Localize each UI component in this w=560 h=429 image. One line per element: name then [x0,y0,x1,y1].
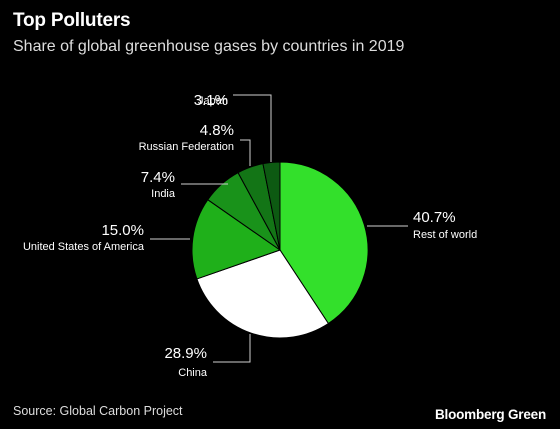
data-label-rest-of-world: 40.7% [413,209,456,226]
leader-line-russian-federation [240,139,251,166]
source-note: Source: Global Carbon Project [13,404,183,418]
category-label-china: China [178,367,208,379]
chart-title: Top Polluters [13,10,131,31]
category-label-japan: Japan [198,95,228,107]
data-label-india: 7.4% [141,169,175,186]
pie-slice-china [196,249,330,339]
leader-line-japan [233,94,272,162]
brand-logo: Bloomberg Green [434,407,546,422]
category-label-rest-of-world: Rest of world [413,229,477,241]
leader-line-china [213,334,251,363]
chart-subtitle: Share of global greenhouse gases by coun… [13,38,405,55]
data-label-china: 28.9% [164,345,207,362]
data-label-russian-federation: 4.8% [200,122,234,139]
pie-slice-united-states-of-america [191,199,282,280]
category-label-russian-federation: Russian Federation [139,141,234,153]
data-label-japan: 3.1% [194,92,228,109]
category-label-united-states-of-america: United States of America [23,241,145,253]
pie-slice-japan [262,161,281,251]
data-label-united-states-of-america: 15.0% [101,222,144,239]
category-label-india: India [151,188,176,200]
